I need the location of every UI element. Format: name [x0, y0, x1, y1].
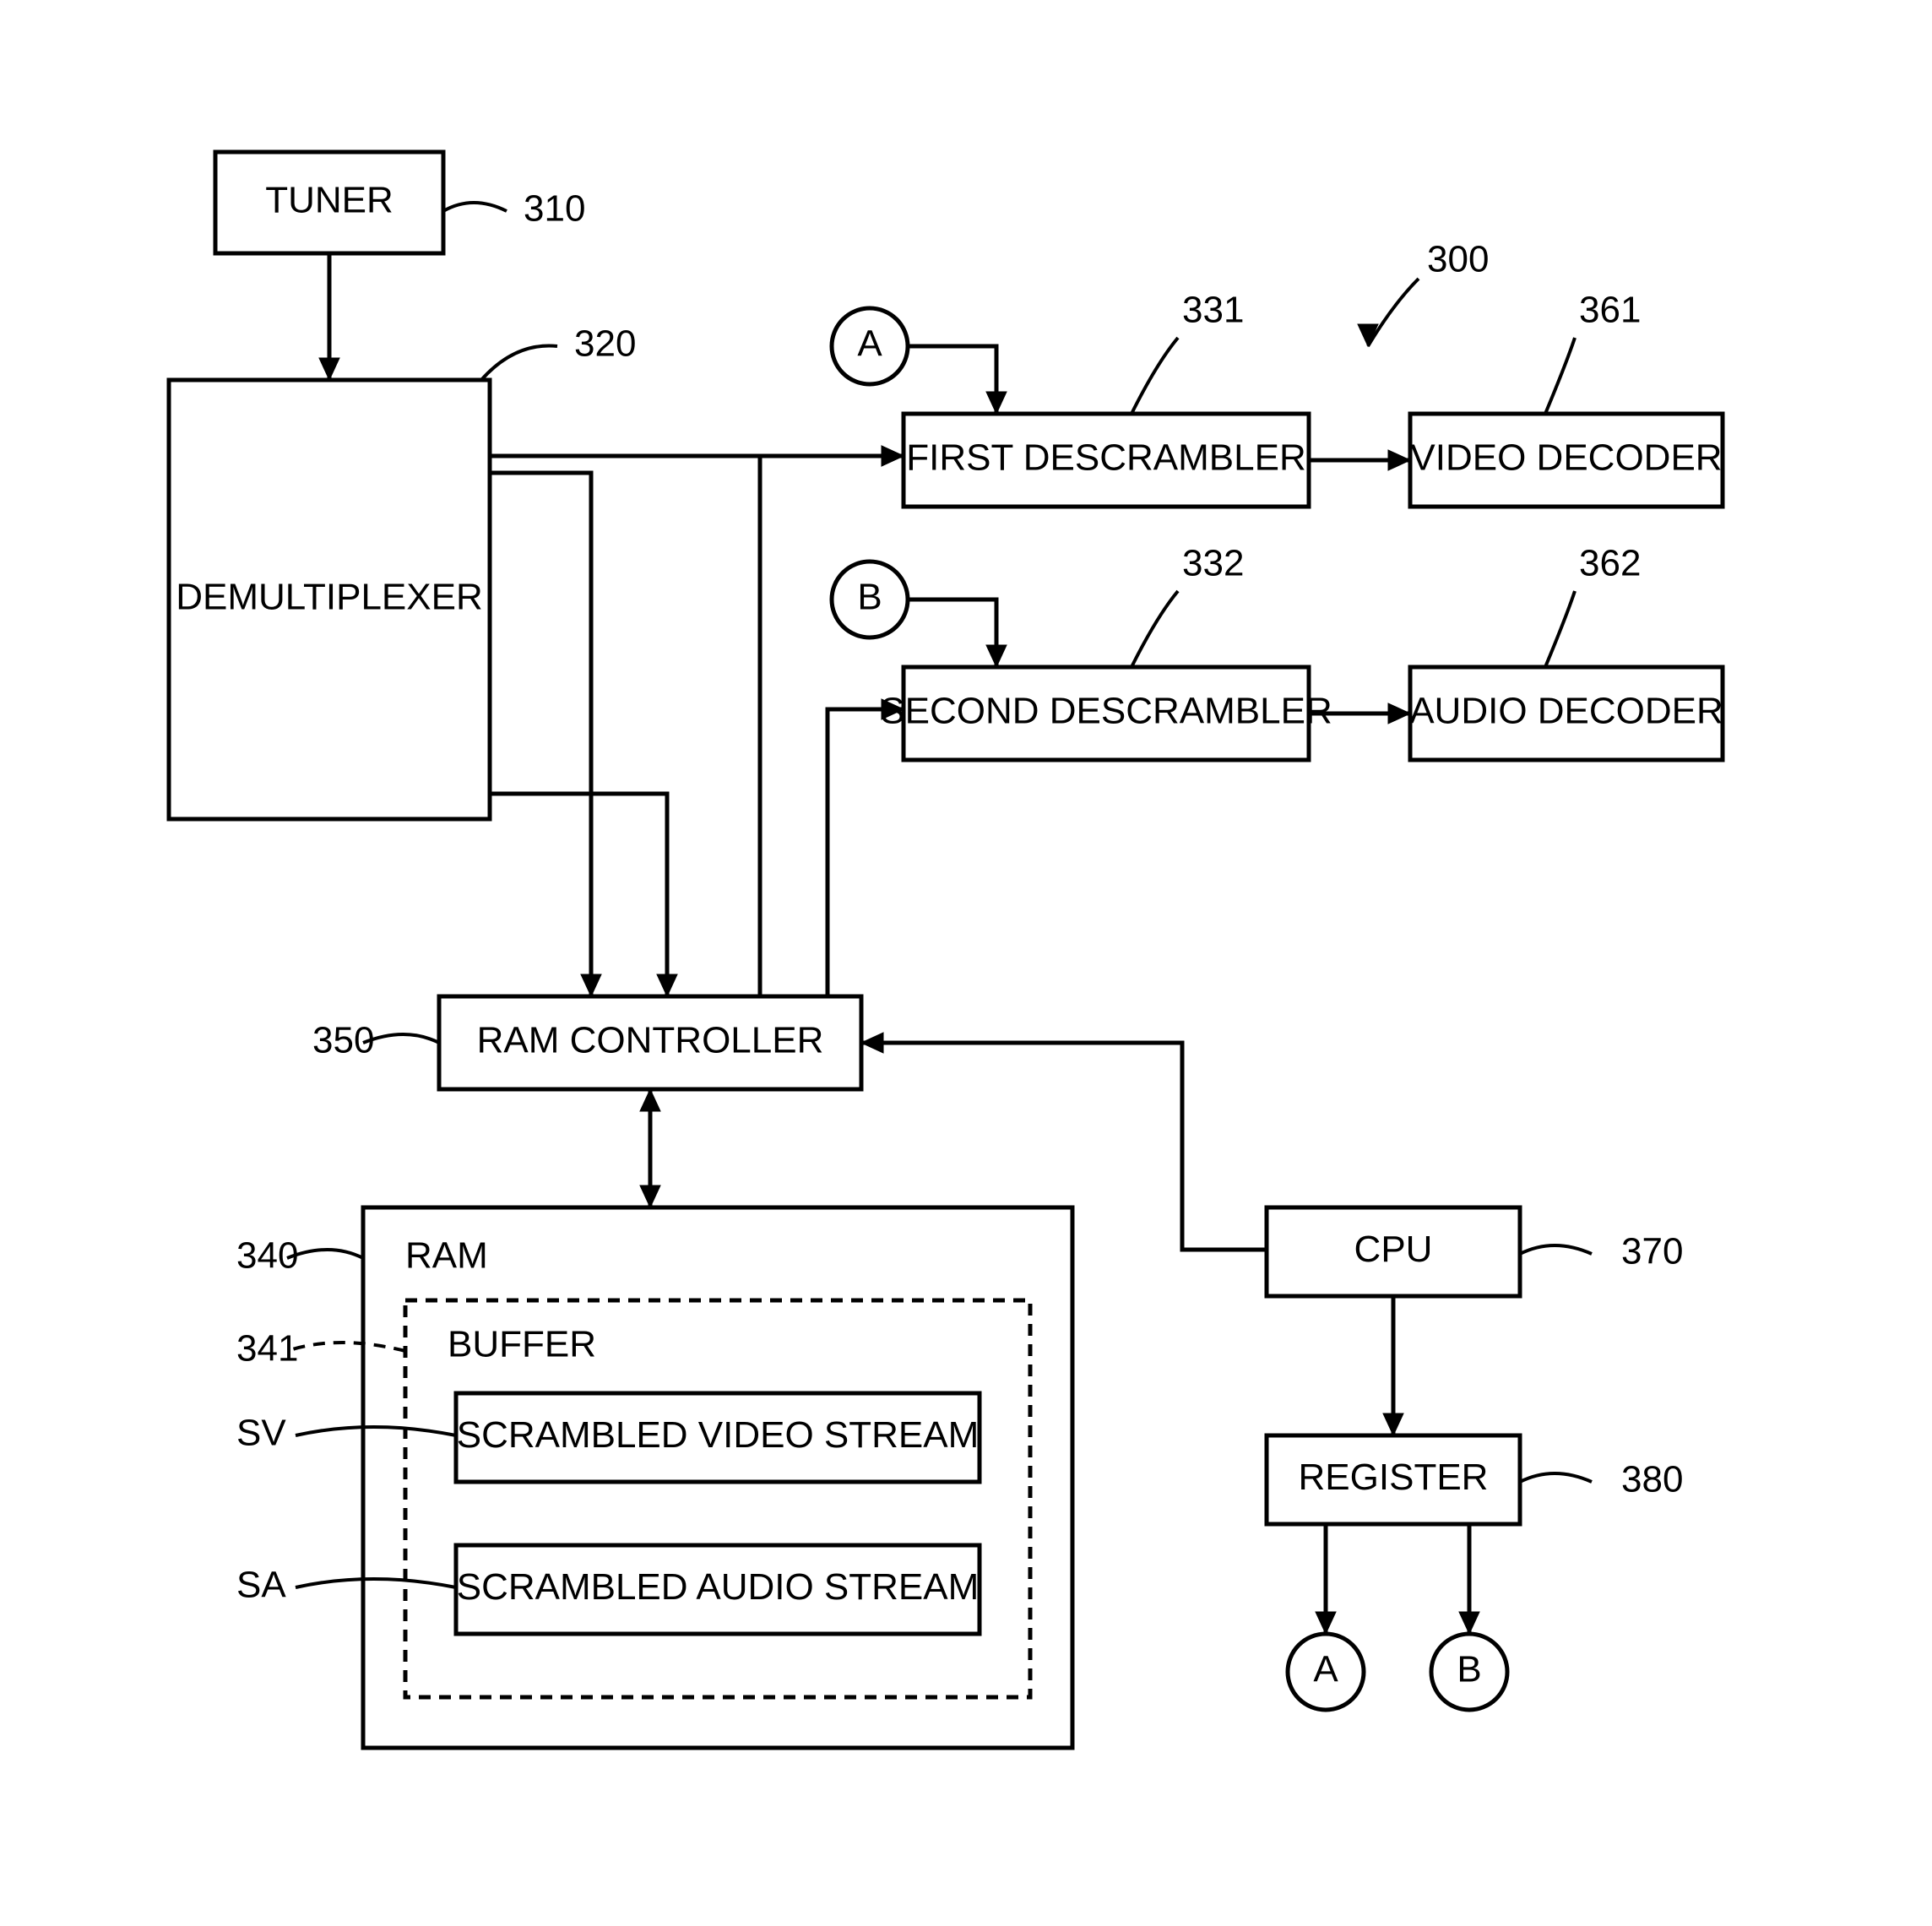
leader-320: [481, 346, 557, 381]
demux-ram-a: [490, 794, 667, 996]
ref-340: 340: [236, 1235, 298, 1277]
second_descr-label: SECOND DESCRAMBLER: [880, 691, 1332, 732]
ref-300: 300: [1427, 239, 1489, 280]
circle-B_bot-label: B: [1457, 1649, 1481, 1690]
leader-300: [1368, 279, 1419, 346]
ref-350: 350: [312, 1020, 374, 1061]
ref-361: 361: [1579, 290, 1641, 331]
sv-label: SCRAMBLED VIDEO STREAM: [457, 1414, 980, 1456]
leader-370: [1520, 1245, 1592, 1254]
ref-341: 341: [236, 1328, 298, 1370]
demux-label: DEMULTIPLEXER: [176, 577, 483, 618]
leader-350: [363, 1034, 439, 1043]
video_dec-label: VIDEO DECODER: [1410, 437, 1722, 479]
leader-361: [1545, 338, 1575, 414]
cpu-label: CPU: [1354, 1229, 1433, 1270]
boxes-layer: TUNER DEMULTIPLEXER FIRST DESCRAMBLER VIDEO…: [169, 152, 1723, 1748]
ram-label: RAM: [405, 1235, 488, 1277]
sa-label: SCRAMBLED AUDIO STREAM: [457, 1566, 980, 1608]
ref-380: 380: [1621, 1459, 1683, 1500]
buffer-label: BUFFER: [448, 1324, 596, 1365]
leader-332: [1132, 591, 1178, 667]
ref-310: 310: [524, 188, 585, 230]
tuner-label: TUNER: [265, 180, 393, 221]
ref-SV: SV: [236, 1413, 286, 1454]
ref-320: 320: [574, 323, 636, 365]
ram_ctrl-label: RAM CONTROLLER: [477, 1020, 824, 1061]
leader-380: [1520, 1473, 1592, 1482]
demux-ram-v: [490, 473, 591, 996]
A-first: [908, 346, 996, 414]
leader-310: [443, 203, 507, 211]
ref-332: 332: [1182, 543, 1244, 584]
leader-340: [287, 1250, 363, 1258]
ref-331: 331: [1182, 290, 1244, 331]
leader-331: [1132, 338, 1178, 414]
ref-362: 362: [1579, 543, 1641, 584]
ref-370: 370: [1621, 1231, 1683, 1272]
leader-362: [1545, 591, 1575, 667]
circle-A_top-label: A: [857, 323, 882, 365]
first_descr-label: FIRST DESCRAMBLER: [906, 437, 1306, 479]
register-label: REGISTER: [1299, 1457, 1489, 1498]
circle-B_top-label: B: [857, 577, 882, 618]
ref-SA: SA: [236, 1565, 286, 1606]
ram-second: [828, 709, 904, 996]
circle-A_bot-label: A: [1313, 1649, 1338, 1690]
audio_dec-label: AUDIO DECODER: [1409, 691, 1723, 732]
B-second: [908, 600, 996, 667]
